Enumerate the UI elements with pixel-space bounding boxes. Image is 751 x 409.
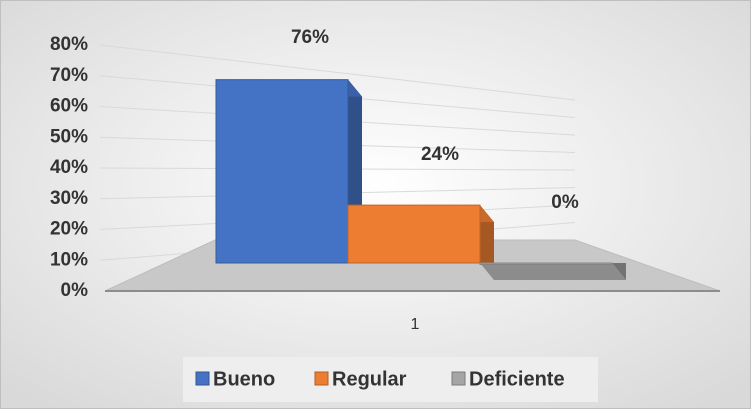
x-tick-label: 1	[411, 316, 420, 333]
legend-swatch	[195, 371, 210, 386]
legend-box	[183, 357, 598, 402]
y-tick-label: 0%	[61, 280, 89, 301]
bar-top	[480, 263, 626, 280]
legend-swatch	[314, 371, 329, 386]
legend-label: Regular	[332, 368, 407, 390]
y-tick-label: 30%	[50, 188, 88, 209]
data-label: 76%	[291, 27, 329, 48]
y-tick-label: 10%	[50, 249, 88, 270]
y-tick-label: 40%	[50, 157, 88, 178]
bar	[215, 79, 349, 264]
y-tick-label: 70%	[50, 65, 88, 86]
legend-swatch	[451, 371, 466, 386]
legend-label: Bueno	[213, 368, 275, 390]
data-label: 0%	[551, 192, 579, 213]
y-tick-label: 50%	[50, 126, 88, 147]
bar	[347, 204, 481, 264]
bar	[479, 262, 613, 265]
legend-label: Deficiente	[469, 368, 565, 390]
y-tick-label: 20%	[50, 219, 88, 240]
grid-line	[99, 44, 576, 101]
data-label: 24%	[421, 144, 459, 165]
y-tick-label: 80%	[50, 34, 88, 55]
y-tick-label: 60%	[50, 96, 88, 117]
